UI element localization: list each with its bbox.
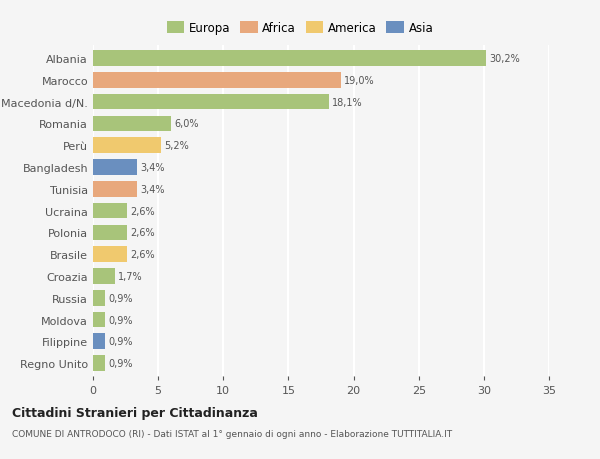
Bar [93, 334, 105, 349]
Text: 3,4%: 3,4% [140, 162, 165, 173]
Bar [93, 356, 105, 371]
Bar [93, 73, 341, 89]
Text: 0,9%: 0,9% [108, 293, 133, 303]
Bar [93, 160, 137, 175]
Bar [93, 269, 115, 284]
Text: 6,0%: 6,0% [175, 119, 199, 129]
Bar [93, 247, 127, 263]
Text: 18,1%: 18,1% [332, 97, 362, 107]
Text: 0,9%: 0,9% [108, 336, 133, 347]
Text: Cittadini Stranieri per Cittadinanza: Cittadini Stranieri per Cittadinanza [12, 406, 258, 419]
Text: 19,0%: 19,0% [344, 76, 374, 86]
Text: 2,6%: 2,6% [130, 228, 155, 238]
Bar [93, 182, 137, 197]
Bar [93, 312, 105, 328]
Text: 0,9%: 0,9% [108, 358, 133, 368]
Text: 2,6%: 2,6% [130, 250, 155, 260]
Bar [93, 95, 329, 110]
Bar [93, 138, 161, 154]
Bar [93, 51, 487, 67]
Text: 1,7%: 1,7% [118, 271, 143, 281]
Text: 3,4%: 3,4% [140, 185, 165, 195]
Text: 30,2%: 30,2% [490, 54, 520, 64]
Bar [93, 116, 171, 132]
Text: 5,2%: 5,2% [164, 141, 189, 151]
Text: COMUNE DI ANTRODOCO (RI) - Dati ISTAT al 1° gennaio di ogni anno - Elaborazione : COMUNE DI ANTRODOCO (RI) - Dati ISTAT al… [12, 429, 452, 438]
Legend: Europa, Africa, America, Asia: Europa, Africa, America, Asia [164, 20, 436, 37]
Bar [93, 225, 127, 241]
Text: 2,6%: 2,6% [130, 206, 155, 216]
Bar [93, 203, 127, 219]
Text: 0,9%: 0,9% [108, 315, 133, 325]
Bar [93, 290, 105, 306]
